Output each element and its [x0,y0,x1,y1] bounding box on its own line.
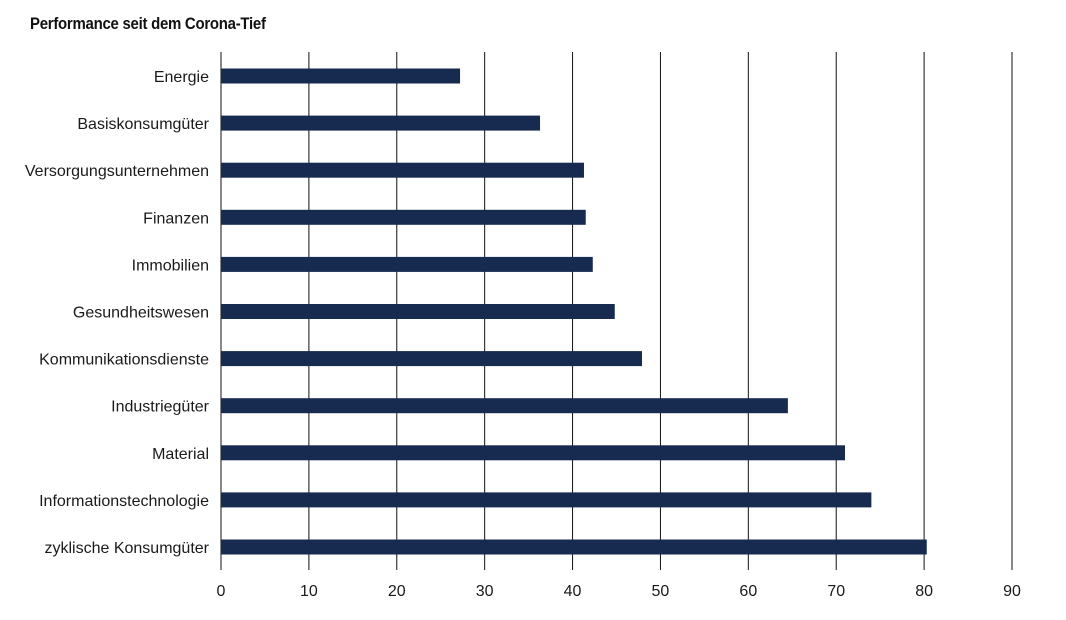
x-tick-label: 10 [300,583,318,600]
category-label: Immobilien [132,257,209,274]
bar-3 [221,209,586,225]
bar-6 [221,351,642,367]
category-label: Material [152,446,209,463]
category-label: Industriegüter [111,399,210,416]
bar-1 [221,115,541,131]
category-label: Energie [154,69,209,86]
bar-4 [221,256,593,272]
x-tick-label: 40 [564,583,582,600]
bars [221,68,927,555]
chart-title: Performance seit dem Corona-Tief [30,14,266,33]
bar-9 [221,492,872,508]
category-label: Informationstechnologie [39,493,209,510]
bar-7 [221,398,788,414]
x-tick-label: 0 [217,583,226,600]
x-tick-label: 80 [915,583,933,600]
category-label: Versorgungsunternehmen [25,163,209,180]
x-tick-label: 60 [739,583,757,600]
category-labels: Energie Basiskonsumgüter Versorgungsuntern… [25,69,210,557]
bar-5 [221,304,615,319]
bar-2 [221,162,584,178]
x-tick-labels: 0 10 20 30 40 50 60 70 80 90 [217,583,1021,600]
category-label: Finanzen [143,210,209,227]
bar-8 [221,445,846,461]
category-label: zyklische Konsumgüter [44,540,209,557]
category-label: Gesundheitswesen [73,305,209,322]
x-tick-label: 20 [388,583,406,600]
category-label: Kommunikationsdienste [39,352,209,369]
bar-0 [221,68,461,84]
x-tick-label: 50 [652,583,670,600]
bar-10 [221,539,927,555]
x-tick-label: 70 [827,583,845,600]
x-tick-label: 90 [1003,583,1021,600]
category-label: Basiskonsumgüter [77,116,209,133]
x-tick-label: 30 [476,583,494,600]
